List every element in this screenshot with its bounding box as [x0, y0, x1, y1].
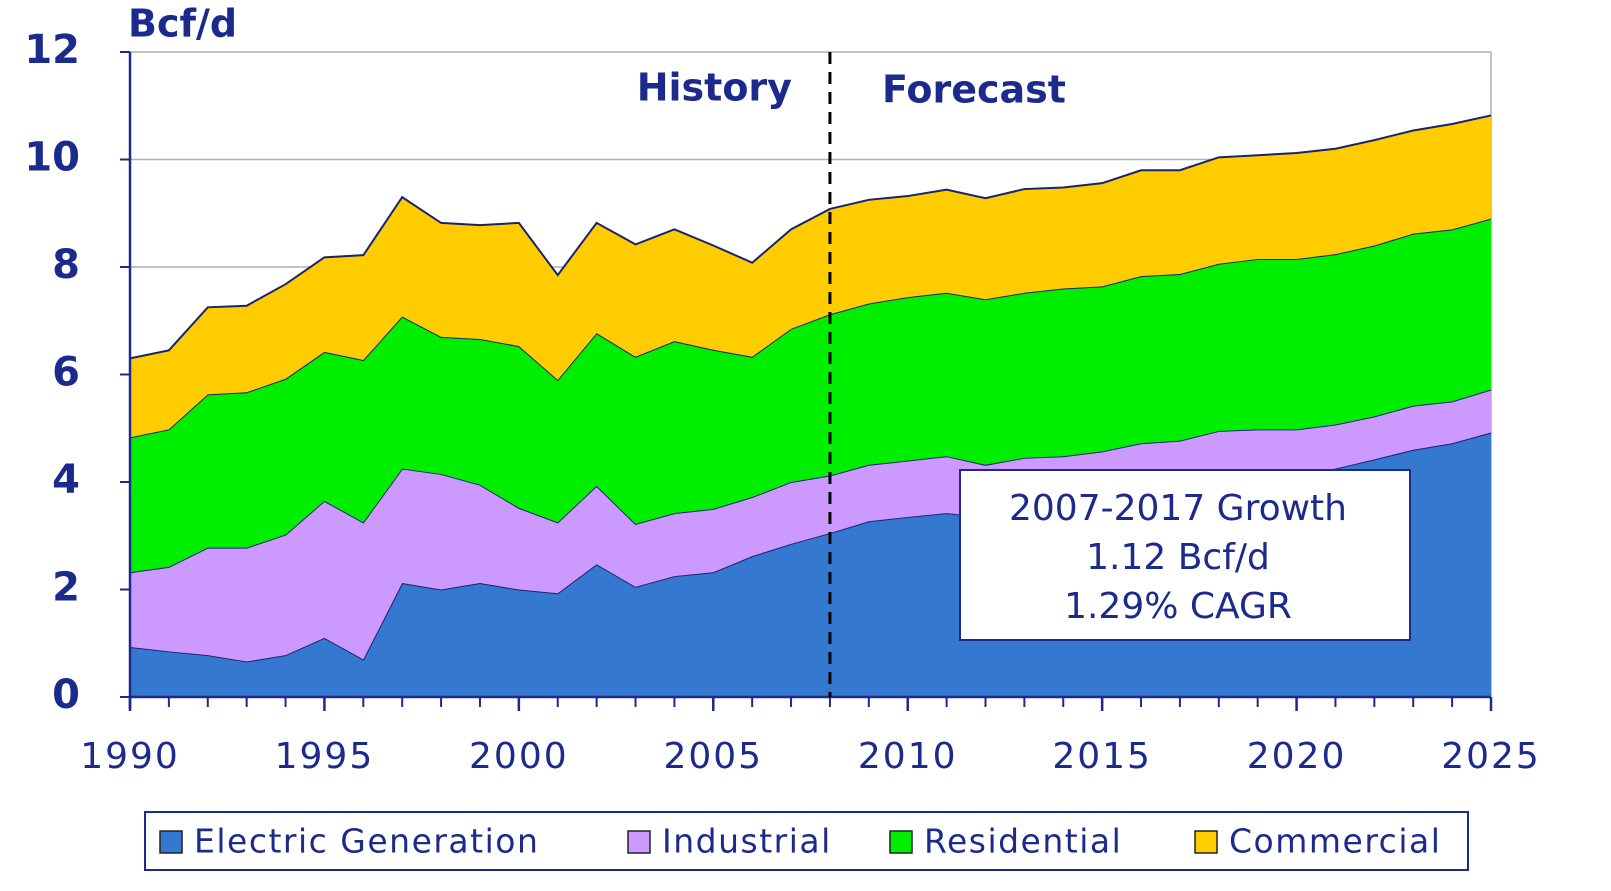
x-tick-label: 1990: [80, 736, 180, 777]
legend-label: Residential: [924, 822, 1122, 861]
y-tick-label: 4: [52, 457, 80, 503]
area: [130, 115, 1491, 438]
y-tick-label: 12: [24, 27, 80, 73]
area-edge: [129, 114, 1492, 360]
area: [130, 218, 1491, 573]
y-unit-label: Bcf/d: [128, 2, 237, 46]
y-tick-label: 2: [52, 565, 80, 611]
x-tick-label: 2010: [858, 736, 958, 777]
legend-label: Commercial: [1229, 822, 1441, 861]
legend-label: Industrial: [662, 822, 832, 861]
legend-swatch: [159, 830, 183, 854]
y-tick-label: 10: [24, 135, 80, 181]
note-text: 2007-2017 Growth: [1009, 488, 1347, 529]
legend-swatch: [889, 830, 913, 854]
y-tick-label: 8: [52, 242, 80, 288]
annotation: Forecast: [882, 68, 1066, 112]
legend-swatch: [627, 830, 651, 854]
x-tick-label: 2015: [1052, 736, 1152, 777]
legend-box: [144, 811, 1469, 871]
legend-label: Electric Generation: [194, 822, 539, 861]
y-tick-label: 6: [52, 350, 80, 396]
legend-swatch: [1194, 830, 1218, 854]
area: [130, 389, 1491, 662]
note-box: [959, 469, 1411, 641]
x-tick-label: 2000: [469, 736, 569, 777]
y-tick-label: 0: [52, 672, 80, 718]
note-text: 1.12 Bcf/d: [1086, 537, 1270, 578]
annotation: History: [637, 66, 792, 110]
x-tick-label: 2005: [663, 736, 763, 777]
x-tick-label: 2020: [1247, 736, 1347, 777]
x-tick-label: 2025: [1441, 736, 1541, 777]
note-text: 1.29% CAGR: [1064, 586, 1292, 627]
x-tick-label: 1995: [275, 736, 375, 777]
